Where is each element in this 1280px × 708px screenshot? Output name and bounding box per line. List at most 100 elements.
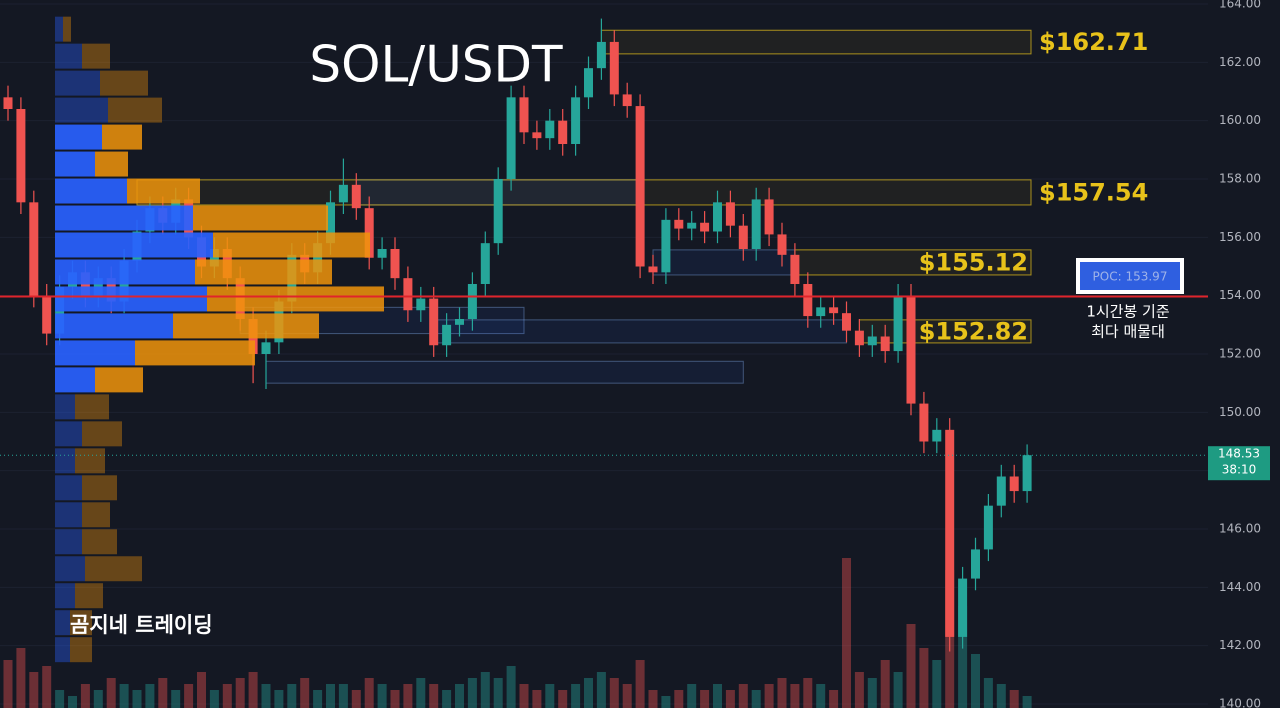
profile-sell [63,16,71,42]
volume-bar [880,660,890,708]
volume-bar [145,684,155,708]
volume-bar [983,678,993,708]
candle-body [351,184,361,209]
candle-body [790,254,800,284]
profile-sell [213,232,370,258]
profile-sell [82,421,122,447]
candle-body [261,342,271,354]
candle-body [661,219,671,273]
volume-bar [222,684,232,708]
candle-body [996,476,1006,506]
candle-body [596,41,606,69]
y-tick-label: 158.00 [1219,172,1261,186]
volume-bar [351,690,361,708]
candle-body [493,179,503,244]
candle-body [932,429,942,442]
volume-bar [55,690,65,708]
volume-bar [274,690,284,708]
y-tick-label: 150.00 [1219,405,1261,419]
profile-buy [55,340,135,366]
volume-bar [816,684,826,708]
volume-bar [455,684,464,708]
candle-body [3,97,13,109]
candle-body [403,278,413,311]
volume-bar [609,678,619,708]
candle-body [416,298,426,311]
zone-label: $152.82 [919,317,1028,345]
zone-label: $157.54 [1039,178,1148,206]
volume-bar [764,684,774,708]
volume-bar [338,684,348,708]
candle-body [764,199,774,235]
volume-bar [532,690,542,708]
volume-bar [687,684,697,708]
volume-profile [55,16,384,663]
volume-bar [738,684,748,708]
candle-body [687,222,697,229]
candle-body [983,505,993,550]
price-zone [136,179,1032,206]
volume-bar [906,624,916,708]
volume-bar [29,672,39,708]
price-zone [794,249,1032,276]
profile-sell [82,502,110,528]
candle-body [880,336,890,352]
candle-body [738,225,748,249]
volume-bar [429,684,439,708]
candle-body [16,109,26,203]
candle-body [558,120,568,144]
overlay: $162.71 $157.54 $155.12 $152.82 POC: 153.97 1… [0,28,1270,481]
volume-bar [80,684,90,708]
volume-bar [545,684,555,708]
profile-buy [55,475,82,501]
candle-body [622,94,632,107]
volume-bar [854,672,864,708]
profile-sell [95,151,128,177]
volume-bar [119,684,129,708]
poc-label: POC: 153.97 [1093,270,1168,284]
profile-buy [55,394,75,420]
profile-sell [82,43,110,69]
candle-body [326,202,335,244]
candle-body [854,330,864,346]
profile-sell [75,448,105,474]
candle-body [816,307,826,317]
candle-body [545,120,555,139]
volume-bar [971,654,980,708]
volume-bar [3,660,13,708]
volume-bar [158,678,168,708]
volume-bar [364,678,374,708]
candle-body [480,243,490,284]
candle-body [1022,455,1032,492]
candle-body [867,336,877,346]
volume-bar [261,684,271,708]
profile-buy [55,313,173,339]
volume-bar [777,678,787,708]
zone-label: $155.12 [919,248,1028,276]
profile-buy [55,151,95,177]
volume-bar [42,666,52,708]
y-tick-label: 164.00 [1219,0,1261,11]
profile-sell [135,340,255,366]
profile-sell [108,97,162,123]
profile-buy [55,124,102,150]
candle-body [958,578,968,637]
volume-bar [132,690,142,708]
candle-body [455,319,464,325]
candle-body [842,313,851,331]
profile-buy [55,583,75,609]
volume-bar [661,696,671,708]
volume-bar [287,684,297,708]
profile-buy [55,502,82,528]
profile-sell [75,583,103,609]
volume-bar [635,660,645,708]
volume-bar [674,690,684,708]
y-tick-label: 146.00 [1219,522,1261,536]
poc-box [1080,262,1180,290]
candle-body [803,284,813,317]
volume-bar [571,684,581,708]
candle-body [338,184,348,203]
candle-body [584,68,593,98]
candle-body [209,249,219,267]
